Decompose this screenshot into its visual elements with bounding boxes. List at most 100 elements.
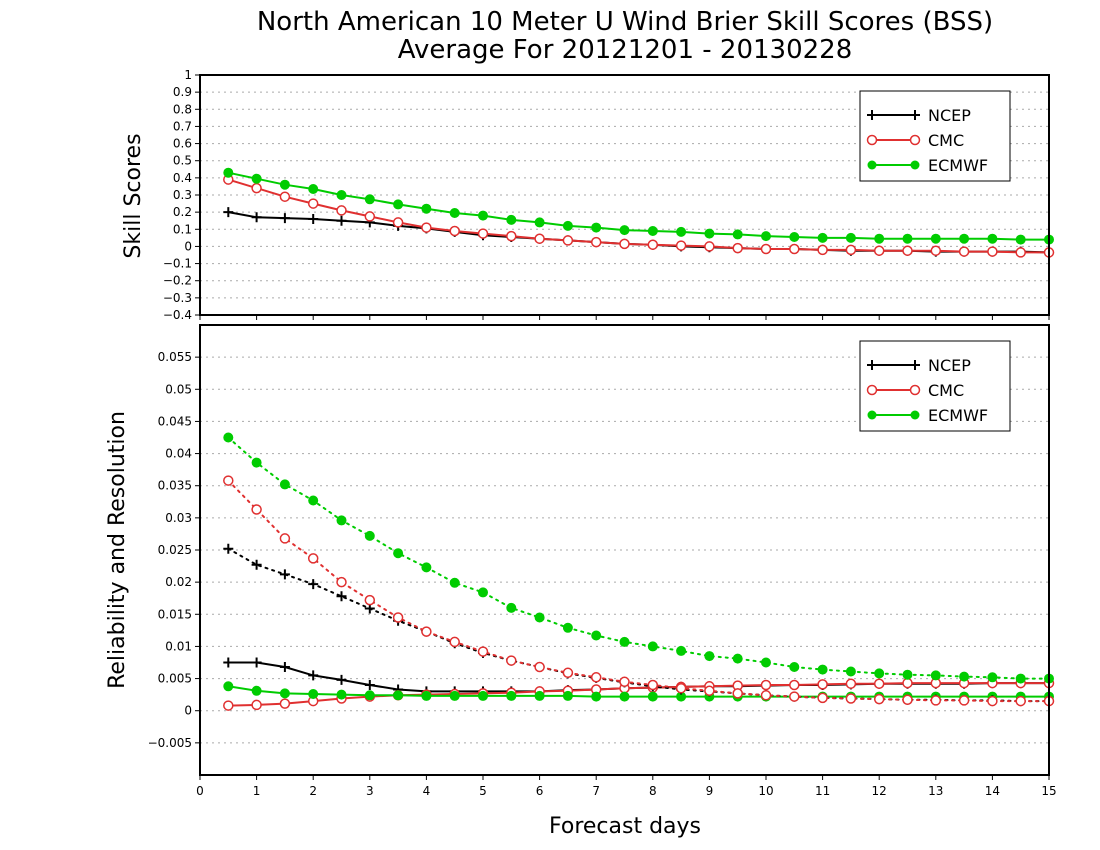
top-ytick-label: 0.7 (173, 119, 192, 133)
top-ytick-label: 0.4 (173, 171, 192, 185)
legend-marker (910, 110, 920, 120)
data-point (619, 238, 630, 250)
top-ytick-label: 0.9 (173, 85, 192, 99)
data-point (760, 679, 772, 691)
bottom-plot-frame (199, 324, 1050, 776)
data-point (364, 211, 376, 222)
data-point (789, 679, 800, 691)
data-point (393, 199, 404, 210)
data-point (251, 699, 262, 711)
data-point (364, 194, 375, 205)
data-point (1015, 673, 1026, 684)
data-point (251, 457, 262, 468)
data-point (478, 690, 488, 701)
data-point (336, 190, 347, 200)
bottom-series-ncep-solid (223, 657, 1054, 697)
bottom-ylabel: Reliability and Resolution (105, 411, 130, 689)
xtick-label: 14 (985, 784, 1000, 798)
data-point (223, 543, 234, 554)
data-point (449, 577, 460, 588)
data-point (732, 653, 743, 664)
bottom-ytick-label: 0.02 (165, 575, 192, 589)
legend-marker (910, 360, 920, 370)
xtick-label: 7 (592, 784, 600, 798)
data-point (732, 688, 743, 699)
xtick-label: 12 (872, 784, 887, 798)
data-point (902, 677, 913, 689)
data-point (534, 661, 545, 673)
data-point (619, 676, 630, 688)
xtick-label: 6 (536, 784, 544, 798)
data-point (223, 657, 234, 668)
legend-marker (909, 134, 921, 146)
data-point (562, 220, 573, 231)
xtick-label: 10 (758, 784, 773, 798)
data-point (279, 213, 290, 224)
data-point (421, 626, 432, 637)
data-point (251, 559, 262, 570)
data-point (1015, 234, 1026, 245)
data-point (251, 173, 262, 184)
bottom-ytick-label: 0.03 (165, 511, 192, 525)
data-point (251, 212, 262, 223)
data-point (591, 691, 602, 702)
bottom-ytick-label: 0.05 (165, 382, 192, 396)
data-point (392, 217, 404, 228)
xtick-label: 8 (649, 784, 657, 798)
legend-marker (910, 160, 920, 170)
data-point (930, 670, 941, 681)
data-point (534, 690, 545, 701)
data-point (336, 576, 347, 588)
chart-title-line1: North American 10 Meter U Wind Brier Ski… (257, 7, 993, 37)
top-series-cmc-solid (223, 174, 1055, 258)
data-point (732, 229, 743, 240)
xtick-label: 13 (928, 784, 943, 798)
data-point (874, 233, 885, 244)
top-ytick-label: −0.4 (163, 308, 192, 322)
data-point (562, 667, 574, 679)
data-point (873, 678, 885, 689)
data-point (987, 695, 998, 707)
data-point (619, 636, 630, 647)
data-point (930, 245, 942, 256)
data-point (279, 698, 291, 709)
data-point (562, 622, 573, 633)
data-point (251, 685, 262, 696)
data-point (987, 246, 998, 257)
bottom-ytick-label: 0.015 (158, 607, 192, 621)
chart-title-line2: Average For 20121201 - 20130228 (398, 35, 853, 65)
data-point (477, 646, 489, 657)
data-point (534, 233, 545, 244)
data-point (647, 679, 659, 691)
data-point (591, 222, 602, 233)
data-point (930, 695, 942, 706)
data-point (506, 602, 517, 613)
data-point (704, 685, 715, 697)
data-point (421, 222, 432, 233)
top-series-ecmwf-solid (223, 167, 1054, 245)
legend-label-ecmwf: ECMWF (928, 406, 988, 425)
data-point (364, 690, 375, 701)
data-point (336, 591, 347, 602)
data-point (308, 214, 319, 224)
legend-marker (866, 384, 878, 396)
data-point (845, 232, 856, 243)
top-ytick-label: −0.1 (163, 257, 192, 271)
data-point (279, 191, 291, 202)
xtick-label: 3 (366, 784, 374, 798)
data-point (449, 690, 460, 701)
data-point (251, 182, 262, 194)
xtick-label: 15 (1041, 784, 1056, 798)
xtick-label: 0 (196, 784, 204, 798)
data-point (279, 533, 291, 544)
bottom-legend: NCEP CMC ECMWF (859, 340, 1011, 432)
data-point (675, 682, 687, 694)
data-point (336, 215, 347, 226)
legend-marker (867, 360, 877, 370)
data-point (478, 587, 488, 598)
data-point (789, 691, 800, 702)
top-ytick-label: 0.6 (173, 137, 192, 151)
data-point (959, 233, 970, 244)
